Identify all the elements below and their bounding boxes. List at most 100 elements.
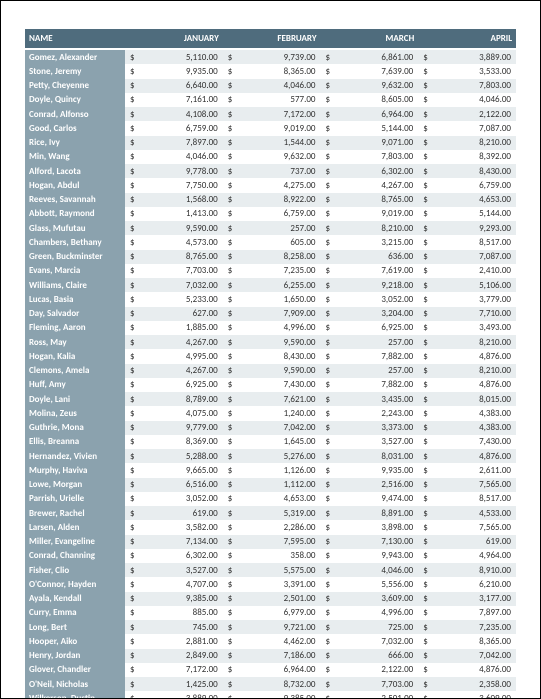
cell-value: 4,267.00 xyxy=(139,335,223,349)
cell-value: 7,087.00 xyxy=(432,250,516,264)
cell-name: Glass, Mufutau xyxy=(25,221,125,235)
cell-name: Alford, Lacota xyxy=(25,164,125,178)
cell-value: 257.00 xyxy=(335,364,419,378)
cell-name: Ayala, Kendall xyxy=(25,592,125,606)
cell-value: 4,046.00 xyxy=(139,150,223,164)
cell-value: 4,108.00 xyxy=(139,107,223,121)
cell-value: 4,996.00 xyxy=(237,321,321,335)
cell-value: 1,112.00 xyxy=(237,478,321,492)
currency-symbol: $ xyxy=(418,620,432,634)
currency-symbol: $ xyxy=(125,592,139,606)
table-row: Henry, Jordan$2,849.00$7,186.00$666.00$7… xyxy=(25,649,516,663)
cell-name: Min, Wang xyxy=(25,150,125,164)
currency-symbol: $ xyxy=(223,193,237,207)
currency-symbol: $ xyxy=(321,221,335,235)
cell-value: 6,516.00 xyxy=(139,478,223,492)
cell-value: 3,373.00 xyxy=(335,421,419,435)
currency-symbol: $ xyxy=(418,207,432,221)
cell-value: 8,258.00 xyxy=(237,250,321,264)
table-row: Guthrie, Mona$9,779.00$7,042.00$3,373.00… xyxy=(25,421,516,435)
cell-value: 4,267.00 xyxy=(335,178,419,192)
cell-value: 1,568.00 xyxy=(139,193,223,207)
cell-value: 4,075.00 xyxy=(139,406,223,420)
cell-value: 8,369.00 xyxy=(139,435,223,449)
cell-value: 4,996.00 xyxy=(335,606,419,620)
currency-symbol: $ xyxy=(321,449,335,463)
currency-symbol: $ xyxy=(321,649,335,663)
currency-symbol: $ xyxy=(125,136,139,150)
currency-symbol: $ xyxy=(418,406,432,420)
cell-value: 1,650.00 xyxy=(237,292,321,306)
cell-value: 2,122.00 xyxy=(432,107,516,121)
cell-value: 257.00 xyxy=(237,221,321,235)
cell-name: Gomez, Alexander xyxy=(25,49,125,64)
currency-symbol: $ xyxy=(223,335,237,349)
currency-symbol: $ xyxy=(223,535,237,549)
cell-value: 7,803.00 xyxy=(432,79,516,93)
cell-value: 8,210.00 xyxy=(432,335,516,349)
cell-value: 6,210.00 xyxy=(432,577,516,591)
currency-symbol: $ xyxy=(223,506,237,520)
cell-value: 8,517.00 xyxy=(432,492,516,506)
cell-value: 3,609.00 xyxy=(432,691,516,699)
currency-symbol: $ xyxy=(223,235,237,249)
table-row: Ayala, Kendall$9,385.00$2,501.00$3,609.0… xyxy=(25,592,516,606)
table-row: Ross, May$4,267.00$9,590.00$257.00$8,210… xyxy=(25,335,516,349)
currency-symbol: $ xyxy=(418,535,432,549)
cell-value: 3,889.00 xyxy=(139,691,223,699)
table-row: Brewer, Rachel$619.00$5,319.00$8,891.00$… xyxy=(25,506,516,520)
cell-value: 9,385.00 xyxy=(237,691,321,699)
cell-value: 4,275.00 xyxy=(237,178,321,192)
table-row: Hernandez, Vivien$5,288.00$5,276.00$8,03… xyxy=(25,449,516,463)
currency-symbol: $ xyxy=(418,164,432,178)
currency-symbol: $ xyxy=(125,264,139,278)
cell-name: Rice, Ivy xyxy=(25,136,125,150)
currency-symbol: $ xyxy=(125,463,139,477)
currency-symbol: $ xyxy=(321,207,335,221)
table-row: Rice, Ivy$7,897.00$1,544.00$9,071.00$8,2… xyxy=(25,136,516,150)
cell-name: Long, Bert xyxy=(25,620,125,634)
currency-symbol: $ xyxy=(321,406,335,420)
currency-symbol: $ xyxy=(223,164,237,178)
cell-value: 619.00 xyxy=(139,506,223,520)
cell-value: 8,015.00 xyxy=(432,392,516,406)
currency-symbol: $ xyxy=(321,620,335,634)
currency-symbol: $ xyxy=(223,421,237,435)
currency-symbol: $ xyxy=(418,221,432,235)
currency-symbol: $ xyxy=(321,64,335,78)
currency-symbol: $ xyxy=(223,278,237,292)
currency-symbol: $ xyxy=(418,577,432,591)
cell-value: 3,052.00 xyxy=(335,292,419,306)
currency-symbol: $ xyxy=(321,634,335,648)
cell-value: 4,653.00 xyxy=(237,492,321,506)
currency-symbol: $ xyxy=(125,634,139,648)
currency-symbol: $ xyxy=(125,563,139,577)
cell-value: 7,186.00 xyxy=(237,649,321,663)
cell-value: 5,106.00 xyxy=(432,278,516,292)
currency-symbol: $ xyxy=(418,449,432,463)
cell-name: Brewer, Rachel xyxy=(25,506,125,520)
cell-value: 2,516.00 xyxy=(335,478,419,492)
table-row: Evans, Marcia$7,703.00$7,235.00$7,619.00… xyxy=(25,264,516,278)
currency-symbol: $ xyxy=(223,649,237,663)
cell-value: 9,665.00 xyxy=(139,463,223,477)
cell-value: 6,255.00 xyxy=(237,278,321,292)
currency-symbol: $ xyxy=(223,178,237,192)
cell-name: Larsen, Alden xyxy=(25,520,125,534)
currency-symbol: $ xyxy=(125,221,139,235)
cell-value: 2,501.00 xyxy=(237,592,321,606)
currency-symbol: $ xyxy=(321,193,335,207)
currency-symbol: $ xyxy=(223,435,237,449)
table-row: Hogan, Abdul$7,750.00$4,275.00$4,267.00$… xyxy=(25,178,516,192)
cell-value: 9,590.00 xyxy=(139,221,223,235)
cell-value: 8,031.00 xyxy=(335,449,419,463)
currency-symbol: $ xyxy=(321,278,335,292)
cell-name: Fisher, Clio xyxy=(25,563,125,577)
currency-symbol: $ xyxy=(125,421,139,435)
currency-symbol: $ xyxy=(321,150,335,164)
cell-value: 2,611.00 xyxy=(432,463,516,477)
cell-value: 5,144.00 xyxy=(432,207,516,221)
currency-symbol: $ xyxy=(125,278,139,292)
currency-symbol: $ xyxy=(223,150,237,164)
cell-value: 7,130.00 xyxy=(335,535,419,549)
